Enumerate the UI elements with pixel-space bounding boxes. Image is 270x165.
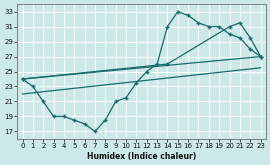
X-axis label: Humidex (Indice chaleur): Humidex (Indice chaleur) xyxy=(87,152,196,161)
